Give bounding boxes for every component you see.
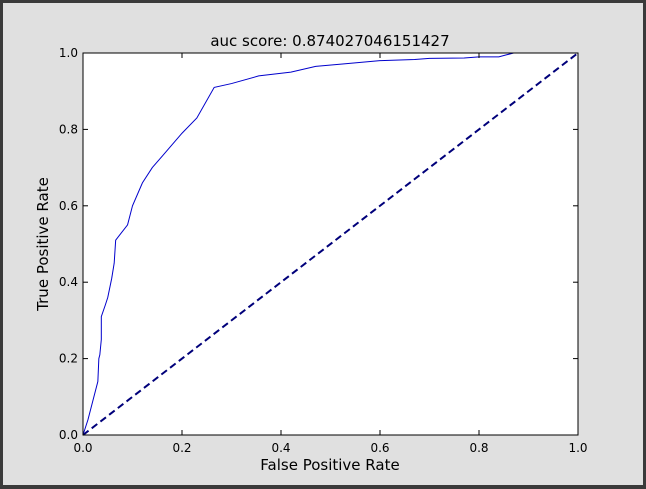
roc-chart: auc score: 0.874027046151427 0.0 0.2 0.4 0.… xyxy=(34,32,588,474)
figure: auc score: 0.874027046151427 0.0 0.2 0.4 0.… xyxy=(3,3,643,485)
y-axis-label: True Positive Rate xyxy=(34,177,52,312)
x-tick-label: 0.4 xyxy=(271,441,290,455)
y-tick-label: 1.0 xyxy=(59,46,78,60)
y-tick-label: 0.8 xyxy=(59,122,78,136)
roc-curve-line xyxy=(82,52,578,436)
x-axis-label: False Positive Rate xyxy=(260,456,399,474)
y-tick-label: 0.0 xyxy=(59,428,78,442)
plot-frame xyxy=(82,52,579,436)
y-tick-label: 0.4 xyxy=(59,275,78,289)
y-tick-label: 0.6 xyxy=(59,199,78,213)
x-tick-label: 0.0 xyxy=(73,441,92,455)
x-tick-label: 0.2 xyxy=(172,441,191,455)
x-tick-label: 0.8 xyxy=(469,441,488,455)
y-tick-label: 0.2 xyxy=(59,352,78,366)
chart-title: auc score: 0.874027046151427 xyxy=(210,32,449,50)
x-tick-label: 0.6 xyxy=(370,441,389,455)
x-tick-label: 1.0 xyxy=(568,441,587,455)
diagonal-reference-line xyxy=(82,52,579,436)
tick-layer: 0.0 0.2 0.4 0.6 0.8 1.0 0.0 0.2 0.4 0.6 0.8 1.0 xyxy=(59,46,588,455)
series-layer xyxy=(82,52,579,436)
